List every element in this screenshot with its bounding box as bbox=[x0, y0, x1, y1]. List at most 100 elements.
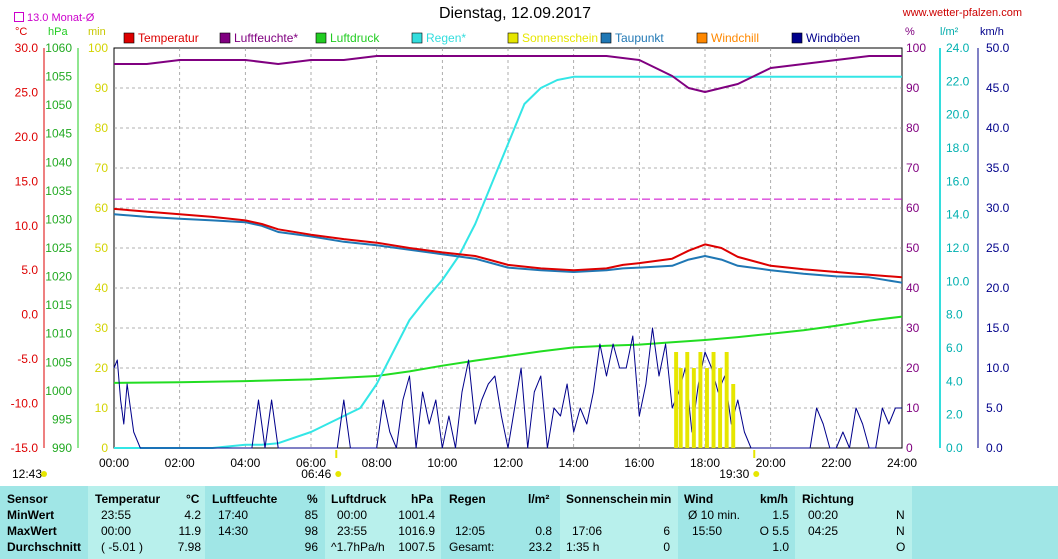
min-tick: 90 bbox=[95, 81, 109, 95]
wind-tick: 15.0 bbox=[986, 321, 1010, 335]
row-min: MinWert bbox=[7, 508, 55, 522]
sun-max-time: 17:06 bbox=[572, 524, 603, 538]
sun-icon bbox=[335, 471, 342, 477]
x-tick: 20:00 bbox=[756, 456, 786, 470]
row-avg: Durchschnitt bbox=[7, 540, 82, 554]
press-min-value: 1001.4 bbox=[398, 508, 435, 522]
legend-label: Windböen bbox=[806, 31, 860, 45]
temp-avg-note: ( -5.01 ) bbox=[101, 540, 144, 554]
press-avg-value: 1007.5 bbox=[398, 540, 435, 554]
sun-header: Sonnenschein bbox=[566, 492, 649, 506]
hum-min-time: 17:40 bbox=[218, 508, 249, 522]
press-tick: 1020 bbox=[45, 270, 72, 284]
x-tick: 16:00 bbox=[624, 456, 654, 470]
rain-tick: 22.0 bbox=[946, 74, 970, 88]
x-tick: 14:00 bbox=[559, 456, 589, 470]
wind-tick: 20.0 bbox=[986, 281, 1010, 295]
sunshine-bar bbox=[724, 352, 729, 448]
wind-tick: 10.0 bbox=[986, 361, 1010, 375]
chart-title: Dienstag, 12.09.2017 bbox=[438, 5, 592, 22]
min-tick: 100 bbox=[88, 41, 108, 55]
rain-total-value: 23.2 bbox=[528, 540, 552, 554]
unit-press: hPa bbox=[48, 26, 68, 38]
temp-tick: -10.0 bbox=[11, 397, 39, 411]
temp-header: Temperatur bbox=[95, 492, 161, 506]
x-tick: 18:00 bbox=[690, 456, 720, 470]
x-tick: 22:00 bbox=[821, 456, 851, 470]
hum-min-value: 85 bbox=[304, 508, 318, 522]
legend-label: Sonnenschein bbox=[522, 31, 598, 45]
rain-tick: 18.0 bbox=[946, 141, 970, 155]
press-tick: 1055 bbox=[45, 70, 72, 84]
temp-min-time: 23:55 bbox=[101, 508, 132, 522]
wind-header: Wind bbox=[684, 492, 714, 506]
rain-tick: 8.0 bbox=[946, 308, 963, 322]
x-tick: 00:00 bbox=[99, 456, 129, 470]
legend-label: Temperatur bbox=[138, 31, 199, 45]
press-tick: 1060 bbox=[45, 41, 72, 55]
pct-tick: 60 bbox=[906, 201, 920, 215]
row-sensor: Sensor bbox=[7, 492, 48, 506]
rain-tick: 16.0 bbox=[946, 174, 970, 188]
pct-tick: 0 bbox=[906, 441, 913, 455]
wind-tick: 0.0 bbox=[986, 441, 1003, 455]
rain-tick: 2.0 bbox=[946, 408, 963, 422]
press-max-value: 1016.9 bbox=[398, 524, 435, 538]
wind-tick: 30.0 bbox=[986, 201, 1010, 215]
sun-avg-value: 0 bbox=[663, 540, 670, 554]
press-tick: 1015 bbox=[45, 298, 72, 312]
sunshine-bar bbox=[678, 368, 683, 448]
dir-min-value: N bbox=[896, 508, 905, 522]
x-tick: 06:00 bbox=[296, 456, 326, 470]
min-tick: 50 bbox=[95, 241, 109, 255]
temp-tick: -5.0 bbox=[17, 352, 38, 366]
min-tick: 40 bbox=[95, 281, 109, 295]
temp-tick: 0.0 bbox=[21, 308, 38, 322]
pct-tick: 100 bbox=[906, 41, 926, 55]
press-tick: 1025 bbox=[45, 241, 72, 255]
wind-tick: 25.0 bbox=[986, 241, 1010, 255]
series-regen bbox=[114, 75, 902, 449]
rain-tick: 6.0 bbox=[946, 341, 963, 355]
press-tick: 1010 bbox=[45, 327, 72, 341]
legend-label: Luftfeuchte* bbox=[234, 31, 298, 45]
unit-pct: % bbox=[905, 26, 915, 38]
sunshine-bar bbox=[705, 368, 709, 448]
pct-tick: 20 bbox=[906, 361, 920, 375]
hum-max-value: 98 bbox=[304, 524, 318, 538]
press-tick: 1000 bbox=[45, 384, 72, 398]
temp-tick: 30.0 bbox=[15, 41, 39, 55]
wind-tick: 45.0 bbox=[986, 81, 1010, 95]
min-tick: 10 bbox=[95, 401, 109, 415]
legend-swatch bbox=[696, 32, 708, 44]
temp-tick: 25.0 bbox=[15, 85, 39, 99]
temp-tick: 20.0 bbox=[15, 130, 39, 144]
temp-unit: °C bbox=[186, 492, 200, 506]
unit-temp: °C bbox=[15, 26, 28, 38]
daylength-label: 12:43 bbox=[12, 467, 42, 481]
checkbox-icon[interactable] bbox=[14, 12, 24, 22]
hum-max-time: 14:30 bbox=[218, 524, 249, 538]
press-tick: 1050 bbox=[45, 98, 72, 112]
sunshine-bar bbox=[731, 384, 736, 448]
hum-avg-value: 96 bbox=[304, 540, 318, 554]
sun-duration: 1:35 h bbox=[566, 540, 600, 554]
series-windböen bbox=[113, 327, 902, 449]
x-tick: 12:00 bbox=[493, 456, 523, 470]
pct-tick: 90 bbox=[906, 81, 920, 95]
x-tick: 10:00 bbox=[427, 456, 457, 470]
site-link[interactable]: www.wetter-pfalzen.com bbox=[902, 7, 1022, 19]
legend-swatch bbox=[219, 32, 231, 44]
temp-tick: 15.0 bbox=[15, 174, 39, 188]
monthly-average-label: 13.0 Monat-Ø bbox=[14, 12, 94, 24]
wind-tick: 35.0 bbox=[986, 161, 1010, 175]
press-max-time: 23:55 bbox=[337, 524, 368, 538]
press-header: Luftdruck bbox=[331, 492, 387, 506]
rain-header: Regen bbox=[449, 492, 486, 506]
rain-total-label: Gesamt: bbox=[449, 540, 495, 554]
dir-min-time: 00:20 bbox=[808, 508, 839, 522]
rain-tick: 0.0 bbox=[946, 441, 963, 455]
dir-max-value: N bbox=[896, 524, 905, 538]
pct-tick: 50 bbox=[906, 241, 920, 255]
press-trend: ^1.7hPa/h bbox=[331, 540, 385, 554]
